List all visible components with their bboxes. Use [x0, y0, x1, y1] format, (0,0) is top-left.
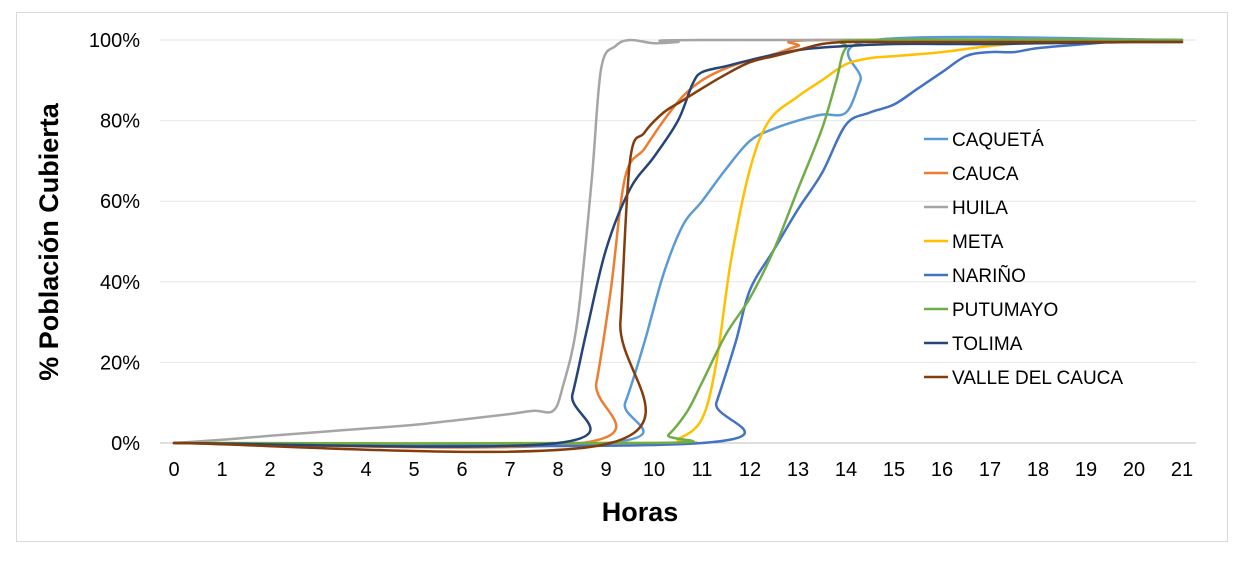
legend-label: PUTUMAYO — [952, 300, 1058, 321]
x-tick-label: 21 — [1171, 459, 1193, 481]
x-tick-label: 20 — [1123, 459, 1145, 481]
x-axis-title: Horas — [602, 497, 679, 527]
x-tick-label: 11 — [692, 459, 713, 481]
x-tick-labels: 0 1 2 3 4 5 6 7 8 9 10 11 12 13 14 15 16 17 18 19 20 21 — [168, 459, 1193, 481]
x-tick-label: 0 — [168, 459, 179, 481]
x-tick-label: 2 — [264, 459, 275, 481]
x-tick-label: 4 — [360, 459, 371, 481]
y-tick-label: 80% — [100, 111, 140, 133]
x-tick-label: 10 — [643, 459, 665, 481]
y-tick-label: 60% — [100, 191, 140, 213]
x-tick-label: 5 — [408, 459, 419, 481]
series-line-tolima — [172, 40, 1184, 448]
x-tick-label: 13 — [787, 459, 809, 481]
x-tick-label: 12 — [739, 459, 761, 481]
legend-label: TOLIMA — [952, 334, 1023, 355]
x-tick-label: 15 — [883, 459, 905, 481]
y-tick-labels: 0% 20% 40% 60% 80% 100% — [89, 30, 140, 455]
x-tick-label: 19 — [1075, 459, 1097, 481]
y-axis-title: % Población Cubierta — [34, 102, 64, 381]
series-line-valle-del-cauca — [172, 40, 1184, 454]
legend-label: META — [952, 232, 1004, 253]
series-line-huila — [172, 38, 1184, 445]
legend: CAQUETÁ CAUCA HUILA META NARIÑO PUTUMAYO TOLIM… — [924, 130, 1123, 389]
x-tick-label: 17 — [979, 459, 1001, 481]
y-tick-label: 0% — [111, 433, 140, 455]
x-tick-label: 18 — [1027, 459, 1049, 481]
legend-label: VALLE DEL CAUCA — [952, 368, 1123, 389]
x-tick-label: 8 — [552, 459, 563, 481]
y-tick-label: 20% — [100, 352, 140, 374]
legend-label: CAQUETÁ — [952, 130, 1044, 151]
x-tick-label: 9 — [600, 459, 611, 481]
y-tick-label: 40% — [100, 272, 140, 294]
x-tick-label: 3 — [312, 459, 323, 481]
legend-label: CAUCA — [952, 164, 1019, 185]
series-line-nariño — [172, 38, 1184, 448]
x-tick-label: 6 — [456, 459, 467, 481]
series-line-caquetá — [172, 35, 1184, 448]
y-tick-label: 100% — [89, 30, 140, 52]
x-tick-label: 7 — [504, 459, 515, 481]
legend-label: HUILA — [952, 198, 1008, 219]
x-tick-label: 1 — [216, 459, 227, 481]
x-tick-label: 16 — [931, 459, 953, 481]
x-tick-label: 14 — [835, 459, 857, 481]
series-lines — [172, 35, 1184, 454]
legend-label: NARIÑO — [952, 265, 1026, 287]
